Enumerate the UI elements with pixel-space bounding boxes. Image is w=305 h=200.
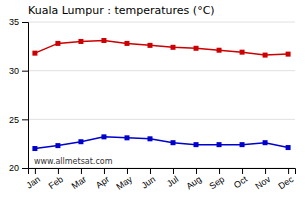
y-tick: 25 — [9, 115, 28, 125]
x-tick: Oct — [232, 168, 250, 190]
grid — [28, 22, 295, 168]
x-tick-mark — [35, 168, 36, 174]
x-tick: Mar — [70, 168, 88, 191]
marker — [32, 146, 37, 151]
marker — [217, 142, 222, 147]
grid-line — [28, 119, 295, 120]
x-tick-mark — [265, 168, 266, 174]
x-tick-label: Nov — [253, 174, 272, 192]
line — [35, 137, 288, 149]
y-tick-label: 35 — [9, 17, 19, 27]
x-tick-label: Jul — [165, 174, 180, 189]
y-tick: 35 — [9, 17, 28, 27]
x-tick: Nov — [253, 168, 272, 191]
marker — [217, 48, 222, 53]
title: Kuala Lumpur : temperatures (°C) — [28, 4, 215, 17]
marker — [286, 145, 291, 150]
marker — [240, 50, 245, 55]
marker — [101, 38, 106, 43]
marker — [124, 41, 129, 46]
annotation: www.allmetsat.com — [34, 157, 113, 166]
marker — [78, 139, 83, 144]
x-tick-mark — [58, 168, 59, 174]
grid-line — [28, 22, 295, 23]
chart: 20 25 30 35 Jan Feb Mar AprMay Jun Jul AugSep OctNo… — [0, 0, 305, 200]
x-tick-label: Oct — [232, 174, 250, 191]
y-tick-label: 20 — [9, 163, 19, 173]
series — [32, 38, 290, 58]
x-tick-mark — [219, 168, 220, 174]
marker — [147, 43, 152, 48]
marker — [55, 143, 60, 148]
y-tick-mark — [22, 71, 28, 72]
x-tick: May — [114, 168, 134, 192]
marker — [263, 140, 268, 145]
y-tick: 20 — [9, 163, 28, 173]
marker — [263, 53, 268, 58]
plot: 20 25 30 35 Jan Feb Mar AprMay Jun Jul AugSep OctNo… — [9, 17, 296, 192]
x-tick-label: Sep — [207, 174, 226, 191]
y-tick-label: 25 — [9, 115, 19, 125]
x-tick-label: Jun — [140, 174, 158, 191]
x-tick-label: Jan — [24, 174, 42, 191]
y-tick-mark — [22, 168, 28, 169]
marker — [171, 45, 176, 50]
x-tick: Dec — [276, 168, 295, 191]
y-axis-line — [22, 23, 29, 169]
y-tick-label: 30 — [9, 66, 19, 76]
x-tick-mark — [104, 168, 105, 174]
marker — [32, 51, 37, 56]
marker — [171, 140, 176, 145]
x-tick: Aug — [184, 168, 203, 191]
x-tick-mark — [150, 168, 151, 174]
marker — [194, 142, 199, 147]
x-tick-mark — [173, 168, 174, 174]
x-tick-mark — [196, 168, 197, 174]
y-tick-mark — [22, 22, 28, 23]
x-tick-mark — [81, 168, 82, 174]
marker — [101, 134, 106, 139]
x-tick: Jan — [24, 168, 42, 191]
marks — [32, 38, 290, 151]
x-axis: Jan Feb Mar AprMay Jun Jul AugSep OctNovDec — [24, 168, 295, 192]
x-tick-label: Feb — [47, 174, 65, 191]
x-tick: Jun — [140, 168, 158, 191]
marker — [147, 136, 152, 141]
line — [35, 40, 288, 55]
x-tick: Apr — [94, 168, 111, 190]
y-tick: 30 — [9, 66, 28, 76]
marker — [194, 46, 199, 51]
x-tick-mark — [242, 168, 243, 174]
x-tick-mark — [288, 168, 289, 174]
y-axis: 20 25 30 35 — [9, 17, 29, 173]
marker — [55, 41, 60, 46]
marker — [286, 52, 291, 57]
grid-line — [28, 70, 295, 71]
x-tick-mark — [127, 168, 128, 174]
x-axis-line — [29, 169, 296, 175]
marker — [78, 39, 83, 44]
x-tick-label: Mar — [70, 174, 88, 191]
x-tick: Feb — [47, 168, 65, 191]
marker — [240, 142, 245, 147]
x-tick: Jul — [165, 168, 180, 189]
marker — [124, 135, 129, 140]
x-tick: Sep — [207, 168, 226, 191]
x-tick-label: Aug — [184, 174, 203, 191]
y-tick-mark — [22, 119, 28, 120]
x-tick-label: Dec — [276, 174, 295, 192]
x-tick-label: May — [114, 174, 134, 192]
series — [32, 134, 290, 151]
x-tick-label: Apr — [94, 174, 111, 190]
